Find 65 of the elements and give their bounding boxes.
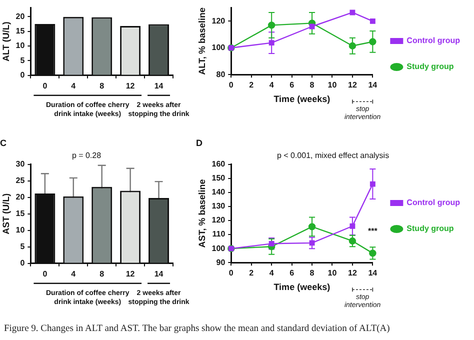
y-tick-label: 120 [212,16,226,26]
x-tick-label: 12 [348,268,358,278]
y-tick-label: 110 [212,230,226,239]
x-tick-label: 2 [249,80,254,90]
legend-label: Study group [406,224,454,234]
y-tick-label: 25 [16,176,26,186]
legend-label: Control group [406,198,460,208]
y-tick-label: 140 [212,188,226,197]
x-tick-label: 14 [368,268,378,278]
x-tick-label: 0 [42,269,48,278]
y-axis-title: AST (U/L) [0,193,11,234]
x-tick-label: 12 [126,81,136,90]
y-tick-label: 0 [20,70,26,80]
y-tick-label: 100 [212,43,226,52]
x-tick-label: 0 [228,268,234,278]
chart-title: C [0,138,7,148]
legend-label: Control group [406,36,460,46]
y-tick-label: 15 [16,209,26,218]
y-tick-label: 0 [20,258,26,268]
y-axis-title: ALT (U/L) [0,22,11,62]
x-tick-label: 6 [290,268,295,278]
x-tick-label: 8 [100,81,105,90]
y-tick-label: 5 [20,242,26,252]
x-tick-label: 10 [328,268,338,278]
y-tick-label: 30 [16,160,26,169]
y-tick-label: 20 [16,192,26,202]
x-axis-title: Time (weeks) [274,282,330,292]
y-tick-label: 100 [212,244,226,253]
x-tick-label: 14 [154,269,164,278]
y-tick-label: 90 [216,258,226,267]
legend-label: Study group [406,62,454,72]
x-tick-label: 2 [249,268,254,278]
x-tick-label: 8 [310,80,315,90]
y-tick-label: 160 [212,160,226,169]
chart-title: D [196,138,203,148]
x-tick-label: 12 [126,269,136,278]
y-tick-label: 15 [16,26,26,36]
y-tick-label: 130 [212,202,226,211]
y-tick-label: 10 [16,41,26,50]
annotation: *** [368,226,378,236]
y-tick-label: 20 [16,12,26,21]
x-tick-label: 8 [100,269,105,278]
x-axis-title: Time (weeks) [274,94,330,104]
y-tick-label: 120 [212,216,226,225]
x-tick-label: 4 [269,80,274,90]
y-tick-label: 80 [216,70,226,79]
x-tick-label: 10 [328,80,338,90]
x-tick-label: 14 [154,81,164,90]
chart-subtitle: p = 0.28 [72,150,102,160]
x-tick-label: 4 [269,268,274,278]
y-tick-label: 10 [16,226,26,235]
chart-subtitle: p < 0.001, mixed effect analysis [276,150,390,160]
x-tick-label: 14 [368,80,378,90]
x-tick-label: 0 [42,81,48,90]
x-tick-label: 8 [310,268,315,278]
caption: Figure 9. Changes in ALT and AST. The bar graphs show the mean and standard deviation of ALT(A) [4,324,391,334]
y-axis-title: ALT, % baseline [196,8,207,75]
y-tick-label: 150 [212,174,226,183]
x-tick-label: 6 [290,80,295,90]
x-tick-label: 4 [71,81,76,90]
y-axis-title: AST, % baseline [196,179,207,248]
x-tick-label: 4 [71,269,76,278]
y-tick-label: 5 [20,56,26,65]
x-tick-label: 12 [348,80,358,90]
x-tick-label: 0 [228,80,234,90]
